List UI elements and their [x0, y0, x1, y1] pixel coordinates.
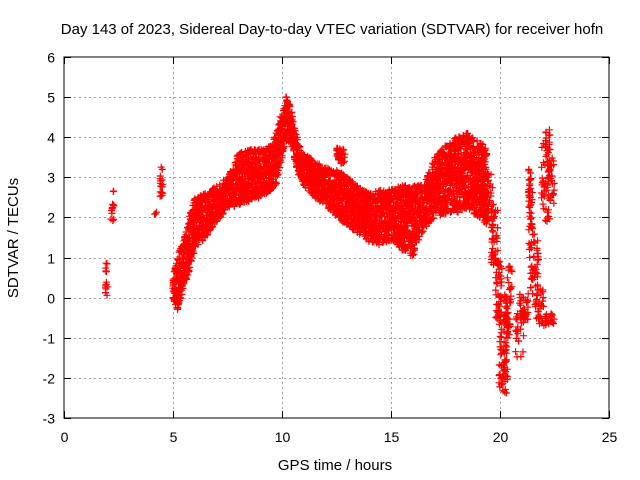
- x-tick-label: 15: [384, 429, 400, 445]
- data-point: [242, 184, 250, 192]
- y-tick-label: 3: [47, 170, 55, 186]
- data-point: [276, 164, 284, 171]
- data-point: [280, 143, 288, 151]
- data-point: [225, 203, 233, 211]
- x-tick-label: 20: [493, 429, 509, 445]
- y-tick-label: 1: [47, 251, 55, 267]
- y-tick-label: -1: [43, 331, 56, 347]
- data-point: [180, 280, 188, 288]
- y-tick-label: 0: [47, 291, 55, 307]
- x-tick-label: 25: [602, 429, 618, 445]
- chart-title: Day 143 of 2023, Sidereal Day-to-day VTE…: [61, 21, 603, 38]
- data-point: [272, 179, 280, 187]
- data-point: [179, 285, 187, 292]
- y-tick-label: -2: [43, 371, 56, 387]
- y-tick-label: -3: [43, 411, 56, 427]
- y-tick-label: 6: [47, 50, 55, 66]
- data-point: [273, 171, 281, 179]
- data-point: [274, 167, 282, 174]
- y-tick-label: 2: [47, 210, 55, 226]
- data-point: [205, 196, 213, 203]
- data-point: [289, 118, 297, 126]
- data-point: [271, 134, 279, 142]
- data-point: [291, 124, 299, 132]
- data-point: [219, 209, 227, 217]
- y-tick-label: 5: [47, 90, 55, 106]
- data-point: [190, 249, 198, 257]
- data-point: [177, 294, 185, 302]
- data-points: [102, 93, 558, 397]
- data-point: [194, 241, 202, 248]
- x-tick-label: 10: [275, 429, 291, 445]
- data-point: [208, 224, 216, 231]
- y-axis-label: SDTVAR / TECUs: [5, 178, 22, 298]
- x-axis-label: GPS time / hours: [278, 457, 392, 474]
- data-point: [279, 147, 287, 155]
- y-tick-label: 4: [47, 130, 55, 146]
- data-point: [293, 136, 301, 144]
- x-tick-label: 5: [170, 429, 178, 445]
- data-point: [185, 266, 193, 274]
- x-tick-label: 0: [61, 429, 69, 445]
- data-point: [277, 158, 285, 166]
- data-point: [178, 290, 186, 298]
- data-point: [286, 100, 294, 108]
- data-point: [186, 263, 194, 271]
